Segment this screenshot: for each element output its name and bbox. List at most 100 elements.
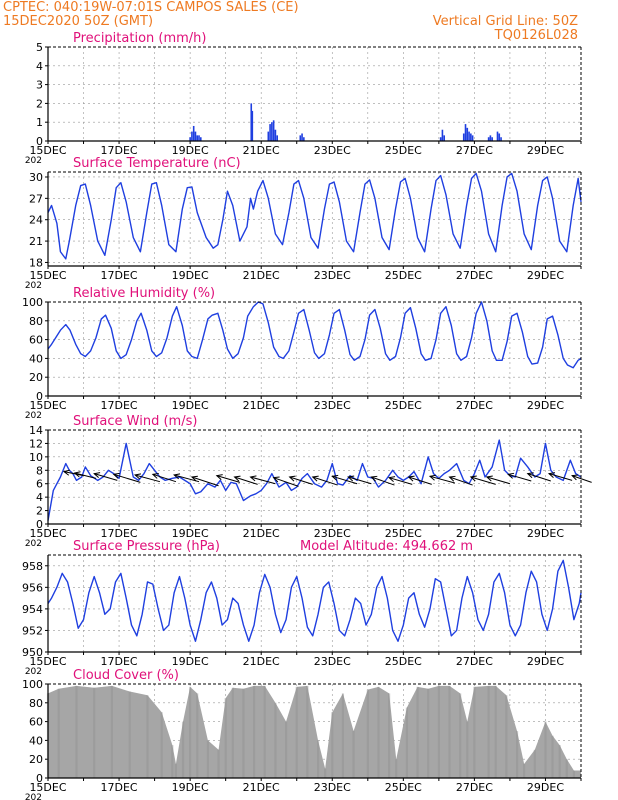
- x-tick-label: 19DEC: [172, 269, 209, 282]
- x-tick-label: 29DEC: [527, 527, 564, 540]
- cloud-bar: [377, 686, 380, 778]
- precip-bar: [500, 137, 502, 141]
- cloud-bar: [427, 688, 430, 778]
- x-tick-label: 27DEC: [456, 527, 493, 540]
- x-tick-label: 29DEC: [527, 269, 564, 282]
- x-tick-label: 29DEC: [527, 655, 564, 668]
- y-tick-label: 24: [29, 214, 43, 227]
- y-tick-label: 60: [29, 716, 43, 729]
- precip-bar: [269, 124, 271, 141]
- precip-bar: [299, 135, 302, 141]
- wind-vector-head: [388, 476, 396, 483]
- cloud-bar: [487, 685, 490, 778]
- x-tick-label: 29DEC: [527, 144, 564, 157]
- x-tick-label: 19DEC: [172, 655, 209, 668]
- y-tick-label: 952: [22, 624, 43, 637]
- precip-bar: [443, 135, 445, 141]
- wind-vector: [348, 476, 372, 485]
- y-tick-label: 20: [29, 753, 43, 766]
- cloud-bar: [274, 702, 277, 778]
- wind-vector-head: [272, 476, 280, 483]
- cloud-bar: [388, 693, 391, 778]
- cloud-bar: [558, 745, 561, 778]
- cloud-bar: [416, 686, 419, 778]
- precip-bar: [468, 131, 470, 141]
- year-fragment-label: 202: [25, 667, 42, 677]
- x-tick-label: 25DEC: [385, 399, 422, 412]
- year-fragment-label: 202: [25, 793, 42, 800]
- x-tick-label: 23DEC: [314, 655, 351, 668]
- wind-vector-head: [407, 475, 415, 482]
- y-tick-label: 6: [36, 478, 43, 491]
- x-tick-label: 15DEC: [29, 269, 66, 282]
- wind-vector: [408, 476, 432, 485]
- y-tick-label: 8: [36, 464, 43, 477]
- wind-vector: [312, 476, 338, 486]
- wind-vector-head: [347, 475, 355, 482]
- x-tick-label: 21DEC: [243, 269, 280, 282]
- x-tick-label: 17DEC: [101, 144, 138, 157]
- pressure-title: Surface Pressure (hPa): [73, 539, 220, 554]
- x-tick-label: 21DEC: [243, 527, 280, 540]
- precip-bar: [466, 127, 469, 141]
- cloud-bar: [572, 770, 575, 778]
- precip-bar: [196, 135, 199, 141]
- cloud-cover-area: [48, 685, 581, 778]
- precip-bar: [441, 129, 444, 141]
- x-tick-label: 27DEC: [456, 655, 493, 668]
- wind-vector-head: [233, 475, 241, 482]
- x-tick-label: 27DEC: [456, 269, 493, 282]
- wind-title: Surface Wind (m/s): [73, 414, 197, 429]
- precip-bar: [301, 133, 303, 141]
- cloud-bar: [405, 707, 408, 778]
- x-tick-label: 27DEC: [456, 399, 493, 412]
- x-tick-label: 19DEC: [172, 527, 209, 540]
- y-tick-label: 3: [36, 79, 43, 92]
- y-tick-label: 27: [29, 192, 43, 205]
- wind-vector: [470, 476, 496, 485]
- precip-bar: [251, 110, 254, 141]
- y-tick-label: 10: [29, 451, 43, 464]
- cloud-bar: [523, 763, 526, 778]
- precip-bar: [489, 135, 492, 141]
- wind-series-line: [47, 439, 582, 521]
- year-fragment-label: 202: [25, 411, 42, 421]
- x-tick-label: 15DEC: [29, 527, 66, 540]
- x-tick-label: 21DEC: [243, 781, 280, 794]
- humidity-title: Relative Humidity (%): [73, 286, 215, 301]
- wind-vector: [234, 476, 258, 485]
- cloud-bar: [533, 749, 536, 778]
- cloud-bar: [75, 685, 78, 778]
- precip-bar: [189, 137, 191, 141]
- x-tick-label: 23DEC: [314, 144, 351, 157]
- x-tick-label: 15DEC: [29, 399, 66, 412]
- cloud-bar: [217, 749, 220, 778]
- y-tick-label: 40: [29, 734, 43, 747]
- cloud-bar: [231, 687, 234, 778]
- x-tick-label: 19DEC: [172, 144, 209, 157]
- precip-bar: [267, 131, 270, 141]
- cloud-bar: [284, 721, 288, 778]
- y-tick-label: 2: [36, 97, 43, 110]
- x-tick-label: 21DEC: [243, 655, 280, 668]
- x-tick-label: 27DEC: [456, 781, 493, 794]
- cloud-bar: [331, 712, 334, 778]
- x-tick-label: 15DEC: [29, 144, 66, 157]
- y-tick-label: 0: [36, 772, 43, 785]
- y-tick-label: 958: [22, 560, 43, 573]
- wind-vector-head: [370, 475, 378, 482]
- cloud-bar: [515, 731, 519, 778]
- wind-vector-head: [73, 471, 81, 478]
- precip-bar: [470, 133, 472, 141]
- wind-vector-head: [526, 472, 534, 479]
- pressure-series-line: [47, 559, 582, 642]
- temperature-series-line: [47, 172, 582, 260]
- wind-vector: [74, 472, 97, 479]
- y-tick-label: 2: [36, 505, 43, 518]
- cloud-bar: [324, 768, 327, 778]
- cloud-bar: [263, 685, 266, 778]
- wind-vector: [486, 476, 511, 485]
- wind-vector: [527, 473, 551, 482]
- cloud-bar: [242, 688, 245, 778]
